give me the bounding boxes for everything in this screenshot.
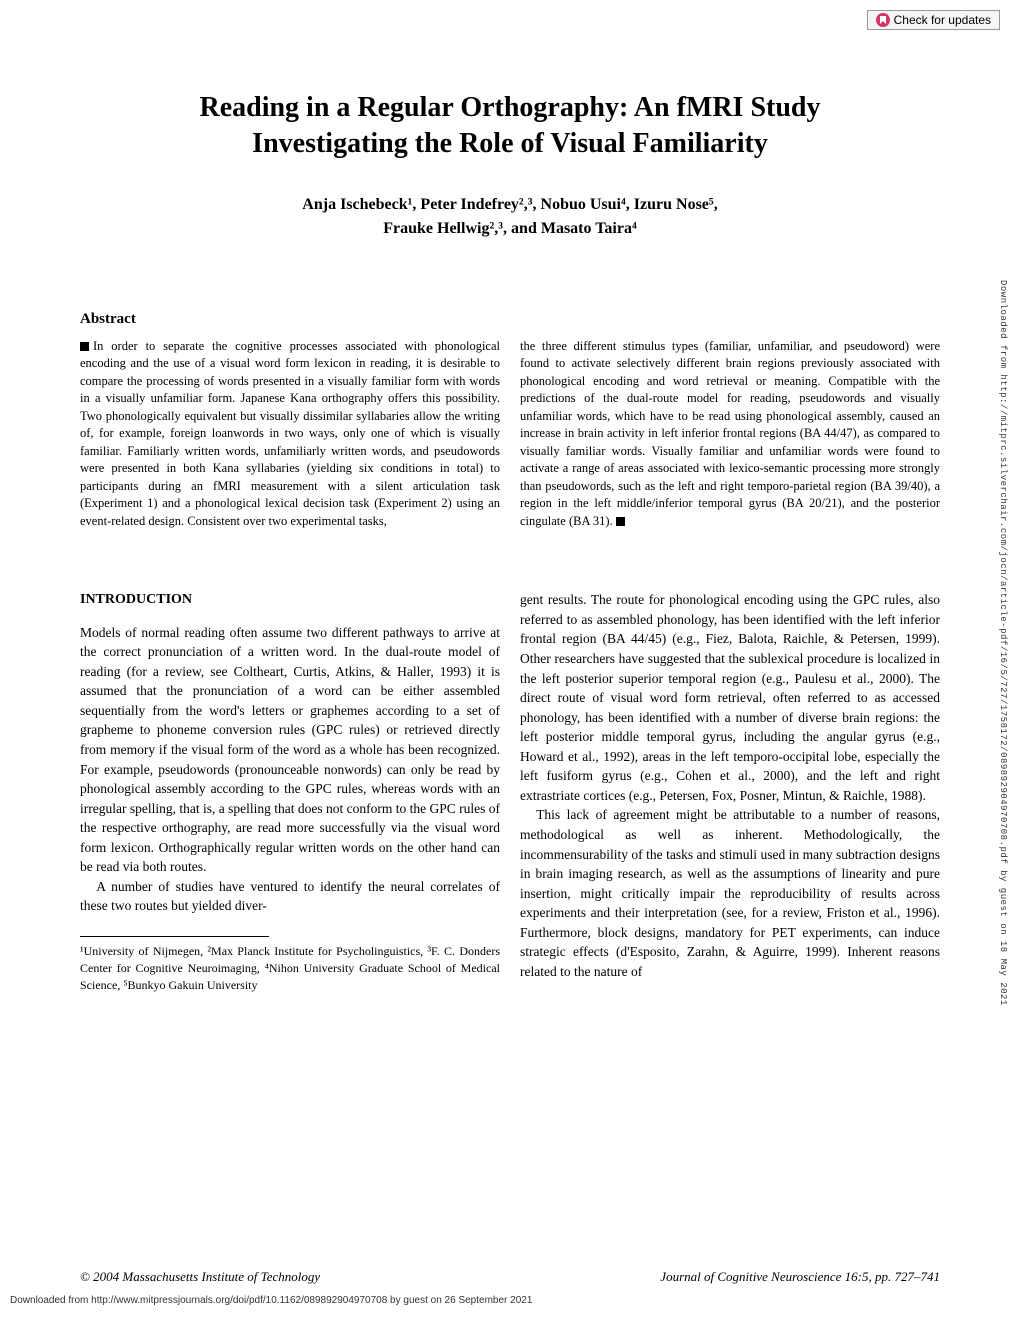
check-updates-label: Check for updates [894,13,991,27]
abstract-body: In order to separate the cognitive proce… [80,338,940,531]
copyright: © 2004 Massachusetts Institute of Techno… [80,1269,320,1285]
authors: Anja Ischebeck¹, Peter Indefrey²,³, Nobu… [80,193,940,241]
article-title: Reading in a Regular Orthography: An fMR… [80,90,940,163]
intro-paragraph: A number of studies have ventured to ide… [80,877,500,916]
download-note-bottom: Downloaded from http://www.mitpressjourn… [10,1295,532,1306]
abstract-right-column: the three different stimulus types (fami… [520,338,940,531]
abstract-left-column: In order to separate the cognitive proce… [80,338,500,531]
intro-paragraph: This lack of agreement might be attribut… [520,805,940,981]
bullet-icon [616,517,625,526]
intro-paragraph: Models of normal reading often assume tw… [80,623,500,877]
affiliations: ¹University of Nijmegen, ²Max Planck Ins… [80,943,500,993]
check-updates-button[interactable]: Check for updates [867,10,1000,30]
affiliations-divider [80,936,269,937]
page-footer: © 2004 Massachusetts Institute of Techno… [80,1269,940,1285]
intro-left-column: INTRODUCTION Models of normal reading of… [80,590,500,993]
intro-paragraph: gent results. The route for phonological… [520,590,940,805]
download-note-side: Downloaded from http://mitprc.silverchai… [998,280,1008,1006]
intro-right-column: gent results. The route for phonological… [520,590,940,993]
page-content: Reading in a Regular Orthography: An fMR… [0,0,1020,1023]
introduction-heading: INTRODUCTION [80,590,500,610]
introduction-body: INTRODUCTION Models of normal reading of… [80,590,940,993]
bookmark-icon [876,13,890,27]
journal-citation: Journal of Cognitive Neuroscience 16:5, … [660,1269,940,1285]
abstract-heading: Abstract [80,311,940,328]
bullet-icon [80,342,89,351]
